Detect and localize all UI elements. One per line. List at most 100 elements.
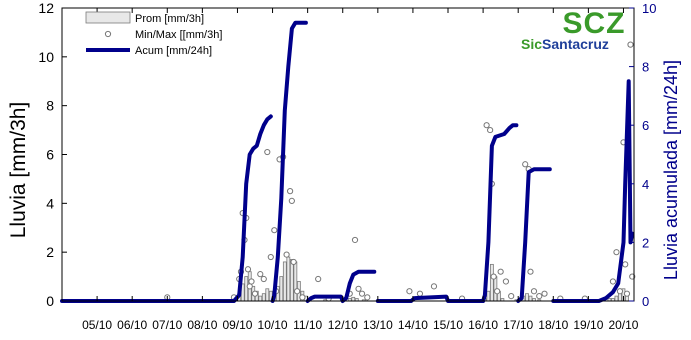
x-tick-label: 13/10: [363, 318, 393, 332]
minmax-point: [358, 290, 366, 297]
x-tick-label: 08/10: [187, 318, 217, 332]
bar-mark: [244, 276, 249, 302]
minmax-point: [294, 288, 301, 295]
minmax-point: [271, 227, 278, 234]
legend-bar-swatch: [85, 11, 131, 24]
legend-label: Min/Max [[mm/3h]: [135, 29, 222, 41]
y-tick-label: 6: [46, 147, 54, 163]
logo-mark: SCZ: [563, 7, 626, 40]
acum-line: [60, 114, 273, 303]
y-tick-label: 0: [46, 293, 54, 309]
bar-mark: [528, 295, 533, 302]
x-tick-label: 05/10: [82, 318, 112, 332]
minmax-point: [257, 271, 264, 278]
bar-mark: [261, 293, 266, 302]
minmax-point: [613, 249, 620, 256]
minmax-point: [406, 288, 413, 295]
bar-mark: [279, 276, 284, 302]
x-tick-label: 09/10: [222, 318, 252, 332]
minmax-point: [623, 290, 631, 297]
acum-line: [516, 167, 552, 303]
minmax-point: [315, 275, 322, 283]
acum-line: [551, 79, 635, 303]
y-tick-label: 8: [46, 98, 54, 114]
bar-mark: [525, 293, 529, 302]
axes-layer: 0 2 4 6 8 10 12 0 2 4 6 8 10 05/10 06/10 07/10 08/10 09/1…: [38, 0, 656, 332]
x-tick-label: 11/10: [293, 318, 322, 332]
x-tick-label: 15/10: [433, 318, 463, 332]
bar-mark: [489, 263, 494, 302]
minmax-point: [494, 288, 501, 295]
x-tick-label: 19/10: [573, 318, 603, 332]
minmax-point: [364, 294, 371, 301]
bar-mark: [258, 295, 263, 302]
minmax-point: [260, 275, 267, 283]
x-tick-label: 12/10: [328, 318, 358, 332]
minmax-point: [609, 278, 617, 285]
minmax-point: [490, 273, 497, 280]
bar-mark: [282, 261, 287, 302]
x-tick-label: 07/10: [152, 318, 182, 332]
bar-mark: [286, 256, 291, 302]
x-tick-label: 17/10: [503, 318, 533, 332]
y2-tick-label: 4: [642, 177, 649, 192]
x-tick-label: 06/10: [117, 318, 147, 332]
minmax-point: [497, 268, 504, 275]
logo-name: SicSantacruz: [521, 36, 609, 52]
minmax-point: [290, 258, 297, 266]
y2-tick-label: 6: [642, 118, 649, 133]
y2-tick-label: 0: [642, 294, 649, 309]
legend-label: Acum [mm/24h]: [135, 45, 212, 57]
x-tick-label: 10/10: [258, 318, 288, 332]
minmax-point: [522, 161, 529, 168]
minmax-point: [530, 288, 538, 295]
bar-mark: [289, 259, 294, 302]
minmax-point: [430, 283, 438, 290]
minmax-point: [244, 266, 252, 273]
y-tick-label: 10: [38, 49, 54, 65]
x-tick-label: 20/10: [608, 318, 638, 332]
minmax-point: [487, 126, 494, 134]
minmax-point: [283, 251, 290, 258]
bar-mark: [293, 261, 298, 302]
bar-mark: [351, 296, 356, 302]
y2-tick-label: 10: [642, 1, 656, 16]
minmax-point: [541, 290, 548, 297]
acum-line: [375, 123, 519, 303]
logo-name-green: Sic: [521, 36, 542, 52]
minmax-point: [616, 288, 624, 295]
y2-tick-label: 2: [642, 235, 649, 250]
minmax-point: [355, 285, 362, 292]
minmax-point: [264, 148, 271, 156]
minmax-point: [288, 197, 295, 204]
minmax-point: [536, 293, 543, 300]
minmax-point: [299, 294, 306, 301]
x-tick-label: 18/10: [538, 318, 568, 332]
y-axis-label: Lluvia [mm/3h]: [7, 102, 30, 239]
x-tick-label: 16/10: [468, 318, 498, 332]
minmax-point: [502, 278, 510, 285]
bar-mark: [614, 295, 619, 302]
legend-label: Prom [mm/3h]: [135, 13, 204, 25]
points-layer: [164, 41, 636, 302]
acum-line: [270, 20, 308, 303]
minmax-point: [527, 268, 534, 275]
legend-point-swatch: [104, 30, 112, 38]
legend: Prom [mm/3h] Min/Max [[mm/3h] Acum [mm/24h…: [85, 11, 222, 57]
y2-tick-label: 8: [642, 60, 649, 75]
y2-axis-label: Lluvia acumulada [mm/24h]: [661, 60, 681, 280]
minmax-point: [627, 41, 634, 48]
logo-name-blue: Santacruz: [542, 36, 609, 52]
minmax-point: [416, 290, 424, 297]
minmax-point: [286, 188, 294, 195]
y-tick-label: 4: [46, 195, 54, 211]
minmax-point: [483, 122, 490, 129]
x-tick-label: 14/10: [398, 318, 428, 332]
acum-line: [305, 269, 377, 303]
bar-mark: [265, 288, 270, 302]
logo: SCZ SicSantacruz: [521, 7, 626, 52]
y-tick-label: 2: [46, 244, 54, 260]
bar-mark: [486, 290, 491, 302]
